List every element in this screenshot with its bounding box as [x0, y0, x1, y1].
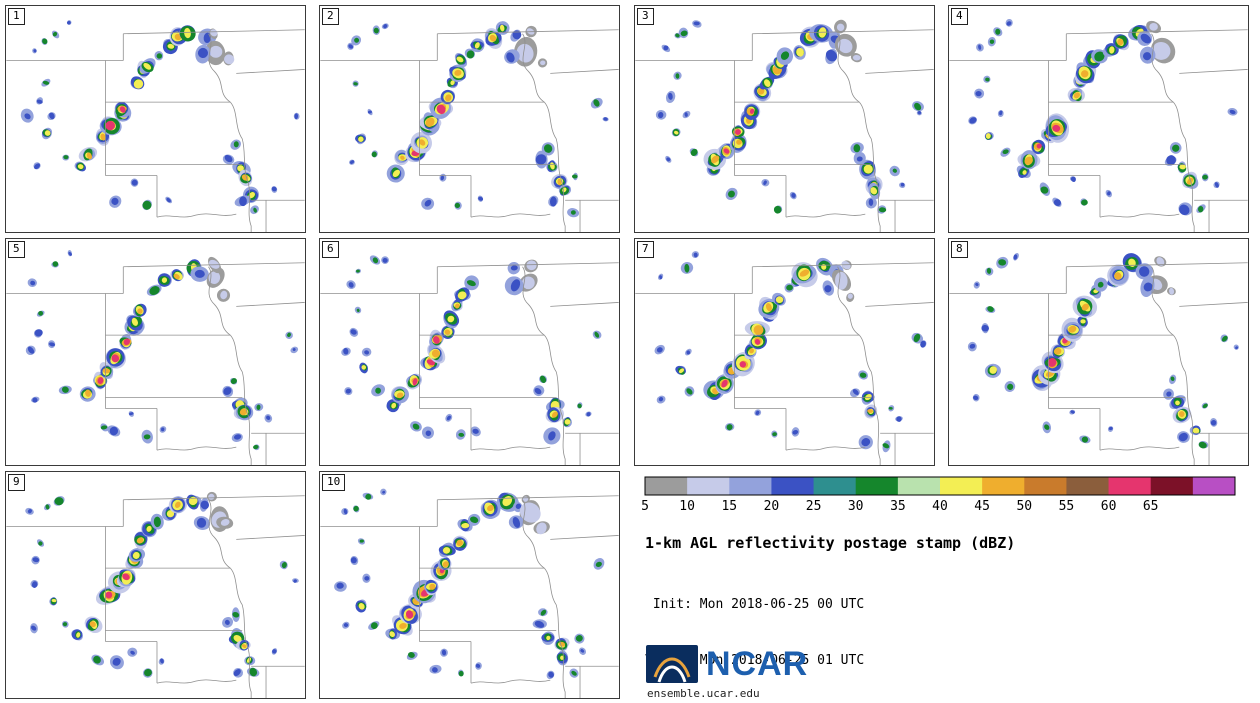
- panel-number: 9: [8, 474, 25, 491]
- svg-text:30: 30: [848, 499, 864, 514]
- svg-text:35: 35: [890, 499, 906, 514]
- colorbar: 5 10 15 20 25 30 35 40 45 50 55 60 65: [641, 476, 1245, 515]
- panel-number: 10: [322, 474, 346, 491]
- ncar-logo-text: NCAR: [706, 644, 809, 683]
- forecast-panel-5: 5: [5, 238, 306, 466]
- svg-text:65: 65: [1143, 499, 1159, 514]
- svg-text:10: 10: [679, 499, 695, 514]
- forecast-panel-8: 8: [948, 238, 1249, 466]
- panel-number: 1: [8, 8, 25, 25]
- reflectivity-map: [6, 250, 305, 465]
- reflectivity-map: [320, 488, 619, 698]
- panel-number: 4: [951, 8, 968, 25]
- reflectivity-map: [949, 18, 1248, 232]
- forecast-panel-4: 4: [948, 5, 1249, 233]
- panel-number: 6: [322, 241, 339, 258]
- site-url: ensemble.ucar.edu: [647, 687, 760, 700]
- reflectivity-map: [6, 20, 305, 232]
- svg-text:45: 45: [974, 499, 990, 514]
- reflectivity-map: [949, 252, 1248, 465]
- svg-text:25: 25: [806, 499, 822, 514]
- forecast-panel-3: 3: [634, 5, 935, 233]
- reflectivity-map: [635, 251, 934, 465]
- svg-text:60: 60: [1101, 499, 1117, 514]
- svg-text:40: 40: [932, 499, 948, 514]
- panel-number: 3: [637, 8, 654, 25]
- forecast-panel-6: 6: [319, 238, 620, 466]
- forecast-panel-10: 10: [319, 471, 620, 699]
- svg-text:55: 55: [1059, 499, 1075, 514]
- panel-number: 7: [637, 241, 654, 258]
- reflectivity-map: [320, 255, 619, 465]
- ncar-logo: NCAR: [645, 644, 808, 684]
- panel-number: 5: [8, 241, 25, 258]
- panel-number: 8: [951, 241, 968, 258]
- forecast-panel-2: 2: [319, 5, 620, 233]
- figure-title: 1-km AGL reflectivity postage stamp (dBZ…: [645, 534, 1016, 552]
- reflectivity-map: [635, 19, 934, 232]
- svg-text:20: 20: [764, 499, 780, 514]
- reflectivity-map: [6, 491, 305, 698]
- reflectivity-map: [320, 21, 619, 232]
- svg-text:15: 15: [721, 499, 737, 514]
- forecast-panel-7: 7: [634, 238, 935, 466]
- svg-text:5: 5: [641, 499, 649, 514]
- init-time: Init: Mon 2018-06-25 00 UTC: [645, 596, 865, 612]
- colorbar-svg: 5 10 15 20 25 30 35 40 45 50 55 60 65: [641, 476, 1236, 514]
- ncar-logo-icon: [646, 645, 698, 683]
- svg-text:50: 50: [1016, 499, 1032, 514]
- forecast-panel-9: 9: [5, 471, 306, 699]
- forecast-panel-1: 1: [5, 5, 306, 233]
- panel-number: 2: [322, 8, 339, 25]
